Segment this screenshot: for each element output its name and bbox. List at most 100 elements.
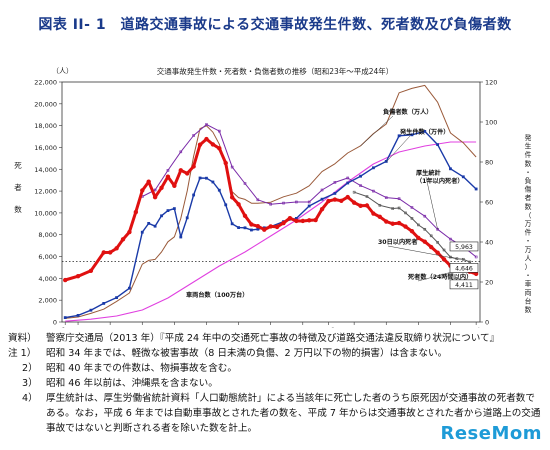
resemom-logo: ReseMom — [440, 423, 542, 444]
value-box-text-deaths_1yr: 5,963 — [455, 244, 473, 251]
series-label-accidents: 発生件数（万件） — [399, 128, 450, 136]
data-point-accidents — [102, 302, 106, 305]
data-point-deaths_24h — [127, 229, 132, 235]
data-point-accidents — [140, 230, 144, 234]
data-point-deaths_24h — [403, 224, 408, 229]
data-point-accidents — [179, 235, 183, 239]
data-point-deaths_24h — [268, 224, 273, 229]
data-point-deaths_1yr — [166, 169, 170, 172]
data-point-accidents — [359, 174, 362, 178]
data-point-deaths_24h — [416, 235, 421, 241]
data-point-deaths_24h — [307, 218, 312, 223]
data-point-deaths_24h — [364, 203, 370, 208]
data-point-deaths_30d — [468, 260, 472, 264]
data-point-deaths_1yr — [256, 198, 260, 202]
data-point-deaths_24h — [274, 224, 280, 230]
leader-line-injured — [360, 115, 394, 147]
data-point-accidents — [230, 222, 234, 226]
data-point-deaths_1yr — [269, 202, 272, 206]
data-point-deaths_24h — [294, 218, 299, 224]
y-right-axis-label-char: 件 — [525, 150, 532, 159]
data-point-accidents — [185, 216, 189, 220]
data-point-deaths_24h — [441, 257, 447, 262]
data-point-accidents — [410, 133, 414, 137]
data-point-accidents — [436, 143, 440, 146]
data-point-deaths_24h — [159, 185, 164, 191]
data-point-deaths_24h — [409, 228, 415, 234]
data-point-accidents — [333, 192, 337, 195]
note-text: 警察庁交通局（2013 年）『平成 24 年中の交通死亡事故の特徴及び道路交通法… — [46, 333, 500, 344]
data-point-deaths_1yr — [230, 165, 234, 169]
chart-svg: 交通事故発生件数・死者数・負傷者数の推移（昭和23年～平成24年） （人） 02… — [14, 66, 532, 335]
y-left-tick-label: 6,000 — [38, 253, 57, 261]
data-point-deaths_1yr — [423, 214, 427, 218]
y-right-axis-label-char: ・ — [525, 237, 532, 245]
y-right-axis-label-char: 数 — [525, 305, 532, 314]
value-box-deaths_24h — [449, 279, 479, 290]
y-right-axis-label-char: 台 — [525, 296, 532, 305]
data-point-deaths_30d — [436, 241, 439, 244]
data-point-deaths_24h — [332, 197, 338, 202]
note-2: 2） 昭和 40 年までの件数は、物損事故を含む。 — [8, 361, 544, 376]
data-point-accidents — [346, 181, 350, 185]
data-point-accidents — [211, 180, 215, 184]
series-label-deaths_30d: 30日以内死者 — [378, 238, 418, 246]
y-right-axis-label-char: 数 — [525, 202, 532, 211]
y-left-axis-label-char: 死 — [14, 161, 22, 170]
data-point-deaths_1yr — [346, 176, 350, 180]
data-point-deaths_24h — [300, 218, 305, 224]
data-point-deaths_24h — [217, 146, 222, 151]
x-tick-label: 昭和23 — [55, 326, 76, 328]
y-left-tick-label: 18,000 — [34, 122, 57, 130]
data-point-accidents — [217, 188, 221, 192]
data-point-deaths_24h — [133, 209, 139, 215]
note-source: 資料） 警察庁交通局（2013 年）『平成 24 年中の交通死亡事故の特徴及び道… — [8, 331, 544, 346]
data-point-accidents — [307, 204, 311, 208]
data-point-deaths_24h — [377, 214, 383, 220]
note-1: 注 1） 昭和 34 年までは、軽微な被害事故（8 日未満の負傷、2 万円以下の… — [8, 346, 544, 361]
chart-subtitle: 交通事故発生件数・死者数・負傷者数の推移（昭和23年～平成24年） — [157, 66, 394, 76]
data-point-deaths_24h — [396, 220, 402, 226]
y-left-tick-label: 2,000 — [38, 297, 57, 305]
data-point-accidents — [449, 167, 452, 171]
note-text: 厚生統計は、厚生労働省統計資料「人口動態統計」による当該年に死亡した者のうち原死… — [46, 393, 541, 434]
data-point-deaths_24h — [204, 136, 209, 142]
y-left-tick-label: 8,000 — [38, 231, 57, 239]
y-left-tick-label: 22,000 — [34, 79, 57, 87]
x-tick-label: 24年 — [469, 326, 483, 328]
data-point-deaths_24h — [319, 206, 325, 212]
data-point-deaths_24h — [242, 213, 248, 219]
data-point-deaths_1yr — [307, 200, 311, 204]
series-line-deaths_30d — [354, 191, 477, 272]
data-point-deaths_1yr — [153, 188, 157, 192]
y-left-tick-label: 20,000 — [34, 100, 57, 108]
data-point-accidents — [294, 217, 298, 220]
note-text: 昭和 34 年までは、軽微な被害事故（8 日未満の負傷、2 万円以下の物的損害）… — [46, 348, 448, 359]
data-point-accidents — [461, 175, 465, 179]
data-point-deaths_30d — [423, 227, 427, 231]
y-right-axis-label-char: ・ — [525, 272, 532, 280]
data-point-deaths_30d — [378, 203, 382, 207]
data-point-deaths_24h — [262, 227, 267, 232]
data-point-deaths_24h — [249, 222, 254, 227]
note-label: 注 1） — [8, 348, 37, 359]
data-point-deaths_24h — [422, 239, 427, 244]
data-point-deaths_24h — [339, 198, 344, 204]
data-point-deaths_1yr — [333, 181, 337, 184]
data-point-accidents — [89, 308, 93, 312]
data-point-deaths_24h — [358, 203, 363, 209]
series-line-deaths_1yr — [142, 124, 477, 258]
data-point-accidents — [384, 160, 388, 163]
y-left-axis-label-char: 数 — [14, 204, 22, 214]
data-point-deaths_30d — [391, 207, 394, 210]
data-point-deaths_1yr — [449, 237, 452, 241]
data-point-deaths_1yr — [397, 197, 401, 201]
data-point-accidents — [372, 166, 375, 170]
series-line-injured — [65, 84, 477, 319]
data-point-deaths_1yr — [359, 184, 362, 187]
x-tick-label: 平成 — [322, 326, 335, 328]
data-point-deaths_24h — [384, 219, 389, 224]
data-point-deaths_24h — [191, 164, 196, 169]
note-label: 4） — [22, 393, 38, 404]
data-point-accidents — [243, 226, 247, 230]
